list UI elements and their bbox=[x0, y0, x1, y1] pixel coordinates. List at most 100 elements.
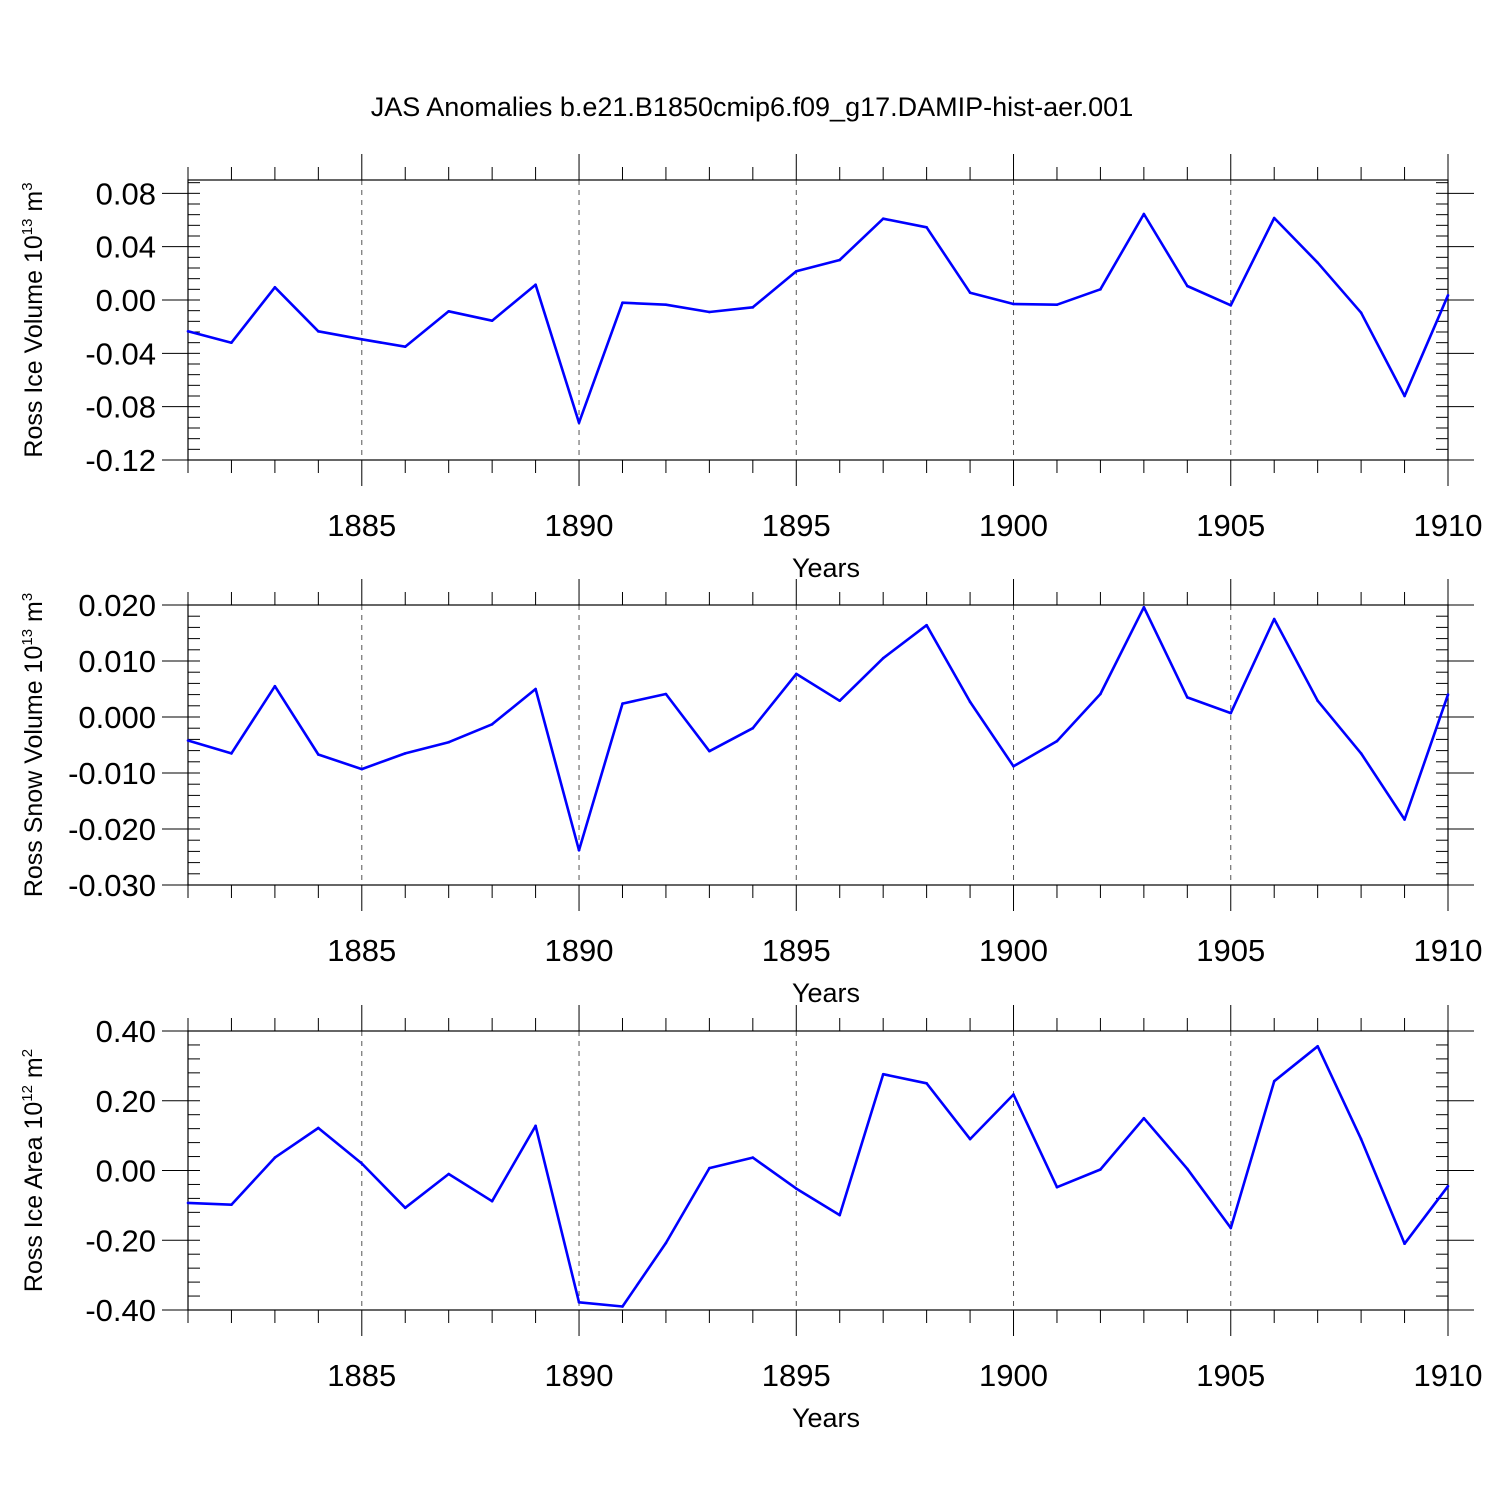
data-point bbox=[1055, 739, 1059, 743]
data-point bbox=[968, 291, 972, 294]
data-point bbox=[1099, 288, 1102, 291]
data-point bbox=[1316, 261, 1319, 264]
data-point bbox=[1446, 693, 1450, 696]
data-point bbox=[1403, 394, 1406, 398]
data-point bbox=[360, 767, 364, 771]
x-tick-label: 1890 bbox=[545, 508, 614, 543]
x-tick-label: 1890 bbox=[545, 1358, 614, 1393]
data-point bbox=[1272, 617, 1276, 621]
data-point bbox=[968, 1137, 972, 1141]
data-point bbox=[794, 672, 798, 676]
data-point bbox=[230, 752, 233, 755]
y-tick-label: -0.12 bbox=[85, 443, 156, 478]
y-tick-label: 0.00 bbox=[96, 1154, 156, 1189]
data-point bbox=[273, 286, 277, 289]
data-point bbox=[1359, 1137, 1363, 1141]
data-point bbox=[1229, 1226, 1233, 1230]
data-point bbox=[708, 310, 711, 314]
data-point bbox=[317, 330, 320, 333]
data-point bbox=[708, 749, 711, 753]
data-point bbox=[664, 692, 668, 696]
data-point bbox=[838, 258, 842, 262]
x-axis-title: Years bbox=[792, 553, 860, 583]
figure-title: JAS Anomalies b.e21.B1850cmip6.f09_g17.D… bbox=[371, 92, 1133, 122]
panel-1: -0.12 -0.08 -0.04 0.00 0.04 0.08 1885 1890 1895 1… bbox=[19, 154, 1482, 583]
x-axis-title: Years bbox=[792, 978, 860, 1008]
y-tick-label: -0.020 bbox=[68, 812, 156, 847]
x-tick-label: 1910 bbox=[1414, 933, 1483, 968]
data-point bbox=[1229, 711, 1233, 715]
data-point bbox=[1403, 1242, 1406, 1246]
y-tick-label: -0.08 bbox=[85, 390, 156, 425]
data-point bbox=[1446, 1184, 1450, 1188]
data-point bbox=[360, 338, 364, 341]
data-point bbox=[186, 330, 190, 333]
data-point bbox=[186, 1201, 190, 1205]
data-point bbox=[1012, 302, 1015, 306]
x-tick-label: 1895 bbox=[762, 933, 831, 968]
y-tick-label: -0.010 bbox=[68, 756, 156, 791]
data-point bbox=[577, 1301, 581, 1304]
x-tick-label: 1885 bbox=[327, 933, 396, 968]
y-tick-label: -0.030 bbox=[68, 868, 156, 903]
data-point bbox=[838, 699, 842, 703]
x-tick-label: 1895 bbox=[762, 508, 831, 543]
data-point bbox=[1446, 294, 1450, 297]
data-point bbox=[317, 1126, 320, 1130]
x-axis-title: Years bbox=[792, 1403, 860, 1433]
data-point bbox=[1359, 752, 1363, 755]
y-tick-label: -0.40 bbox=[85, 1293, 156, 1328]
data-point bbox=[794, 270, 798, 273]
data-point bbox=[447, 1172, 450, 1176]
data-point bbox=[534, 687, 537, 691]
y-tick-label: -0.20 bbox=[85, 1223, 156, 1258]
data-point bbox=[881, 656, 885, 660]
data-point bbox=[1099, 692, 1102, 696]
x-tick-label: 1900 bbox=[979, 508, 1048, 543]
data-point bbox=[534, 283, 537, 286]
y-tick-label: 0.08 bbox=[96, 176, 156, 211]
data-point bbox=[1229, 304, 1233, 307]
y-axis-title: Ross Snow Volume 1013 m3 bbox=[19, 593, 48, 897]
data-point bbox=[403, 752, 407, 755]
data-point bbox=[317, 753, 320, 756]
data-point bbox=[490, 1199, 494, 1203]
data-point bbox=[1186, 1167, 1189, 1171]
data-point bbox=[751, 726, 755, 730]
data-point bbox=[1142, 212, 1146, 216]
y-tick-label: 0.04 bbox=[96, 230, 156, 265]
data-point bbox=[664, 303, 668, 306]
x-tick-label: 1905 bbox=[1196, 1358, 1265, 1393]
data-point bbox=[1012, 1093, 1015, 1096]
x-tick-label: 1900 bbox=[979, 1358, 1048, 1393]
x-tick-label: 1905 bbox=[1196, 508, 1265, 543]
data-point bbox=[230, 1203, 233, 1206]
series-line bbox=[187, 1045, 1450, 1308]
data-point bbox=[1055, 1185, 1059, 1189]
data-point bbox=[447, 740, 450, 744]
data-point bbox=[794, 1187, 798, 1190]
x-tick-label: 1900 bbox=[979, 933, 1048, 968]
y-tick-label: 0.40 bbox=[96, 1014, 156, 1049]
plot-frame bbox=[187, 604, 1449, 886]
data-point bbox=[230, 341, 233, 344]
data-point bbox=[490, 722, 494, 726]
data-point bbox=[1099, 1168, 1102, 1171]
x-tick-label: 1910 bbox=[1414, 1358, 1483, 1393]
data-point bbox=[751, 306, 755, 309]
data-point bbox=[708, 1166, 711, 1170]
data-point bbox=[881, 1072, 885, 1076]
y-axis-title: Ross Ice Area 1012 m2 bbox=[19, 1049, 48, 1292]
data-point bbox=[1186, 696, 1189, 699]
y-tick-label: 0.010 bbox=[78, 644, 156, 679]
data-point bbox=[1359, 311, 1363, 314]
data-point bbox=[621, 1305, 624, 1308]
data-point bbox=[925, 226, 928, 229]
x-tick-label: 1885 bbox=[327, 1358, 396, 1393]
data-point bbox=[1272, 216, 1276, 220]
data-point bbox=[1186, 284, 1189, 288]
data-point bbox=[968, 700, 972, 704]
data-point bbox=[621, 702, 624, 705]
data-point bbox=[403, 1206, 407, 1210]
